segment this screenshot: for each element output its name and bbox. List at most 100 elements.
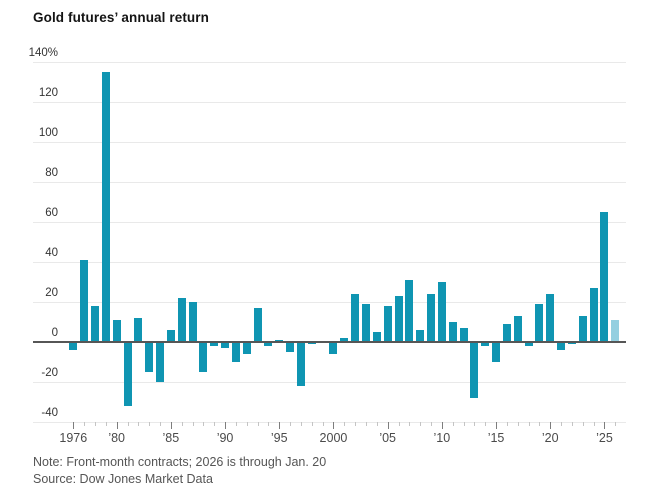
bar-2024[interactable] — [589, 287, 598, 342]
gridline-140 — [33, 61, 626, 63]
bar-1987[interactable] — [188, 301, 197, 342]
x-major-tick-1980 — [116, 422, 118, 429]
bar-1991[interactable] — [231, 341, 240, 362]
bar-1992[interactable] — [242, 341, 251, 354]
gridline--20 — [33, 381, 626, 383]
x-major-tick-2015 — [496, 422, 498, 429]
x-axis-label-2015: ’15 — [487, 431, 505, 445]
x-minor-tick-2009 — [431, 422, 433, 426]
x-major-tick-1976 — [73, 422, 75, 429]
x-minor-tick-1981 — [127, 422, 129, 426]
x-minor-tick-2004 — [376, 422, 378, 426]
x-minor-tick-2021 — [561, 422, 563, 426]
gridline-20 — [33, 301, 626, 303]
bar-2011[interactable] — [448, 321, 457, 342]
bar-1977[interactable] — [80, 259, 89, 342]
x-minor-tick-2008 — [420, 422, 422, 426]
x-axis-label-2010: ’10 — [433, 431, 451, 445]
bar-2020[interactable] — [546, 293, 555, 342]
bar-2007[interactable] — [405, 279, 414, 342]
bar-1988[interactable] — [199, 341, 208, 372]
bar-2014[interactable] — [481, 341, 490, 346]
bar-2015[interactable] — [492, 341, 501, 362]
x-axis-label-1990: ’90 — [216, 431, 234, 445]
bar-2009[interactable] — [427, 293, 436, 342]
bar-1982[interactable] — [134, 317, 143, 342]
gridline-60 — [33, 221, 626, 223]
x-major-tick-2020 — [550, 422, 552, 429]
bar-1980[interactable] — [112, 319, 121, 342]
gridline-120 — [33, 101, 626, 103]
y-axis-label-0: 0 — [51, 327, 58, 339]
zero-baseline — [33, 340, 626, 343]
bar-2006[interactable] — [394, 295, 403, 342]
x-axis-label-2000: 2000 — [319, 431, 348, 445]
bar-1993[interactable] — [253, 307, 262, 342]
bar-1984[interactable] — [156, 341, 165, 382]
bar-1990[interactable] — [221, 341, 230, 348]
chart-source: Source: Dow Jones Market Data — [33, 472, 213, 486]
bar-2018[interactable] — [524, 341, 533, 346]
bar-1981[interactable] — [123, 341, 132, 406]
x-axis-label-1980: ’80 — [108, 431, 125, 445]
x-axis-label-2020: ’20 — [541, 431, 559, 445]
bar-2023[interactable] — [578, 315, 587, 342]
x-minor-tick-1992 — [246, 422, 248, 426]
x-minor-tick-2023 — [582, 422, 584, 426]
bar-1989[interactable] — [210, 341, 219, 346]
bar-2013[interactable] — [470, 341, 479, 398]
x-minor-tick-1979 — [105, 422, 107, 426]
chart-note: Note: Front-month contracts; 2026 is thr… — [33, 455, 327, 469]
bar-1996[interactable] — [286, 341, 295, 352]
bar-1986[interactable] — [177, 297, 186, 342]
bar-2010[interactable] — [437, 281, 446, 342]
x-minor-tick-2019 — [539, 422, 541, 426]
bar-2004[interactable] — [372, 331, 381, 342]
x-minor-tick-2017 — [517, 422, 519, 426]
bar-1997[interactable] — [296, 341, 305, 386]
x-axis-label-2005: ’05 — [379, 431, 396, 445]
bar-1994[interactable] — [264, 341, 273, 346]
bar-1978[interactable] — [90, 305, 99, 342]
bar-2019[interactable] — [535, 303, 544, 342]
y-axis-label-80: 80 — [45, 167, 58, 179]
x-major-tick-2000 — [333, 422, 335, 429]
x-minor-tick-1984 — [160, 422, 162, 426]
y-axis-label-120: 120 — [38, 87, 58, 99]
bar-2016[interactable] — [502, 323, 511, 342]
bar-2025[interactable] — [600, 211, 609, 342]
x-major-tick-2025 — [604, 422, 606, 429]
bar-1983[interactable] — [145, 341, 154, 372]
y-axis-label--40: -40 — [41, 407, 58, 419]
bar-2026[interactable] — [611, 319, 620, 342]
x-minor-tick-1994 — [268, 422, 270, 426]
x-minor-tick-2013 — [474, 422, 476, 426]
bar-2000[interactable] — [329, 341, 338, 354]
y-axis-label-60: 60 — [45, 207, 58, 219]
bar-1998[interactable] — [307, 341, 316, 344]
bar-2005[interactable] — [383, 305, 392, 342]
x-minor-tick-1983 — [149, 422, 151, 426]
bar-2002[interactable] — [351, 293, 360, 342]
gridline-80 — [33, 181, 626, 183]
bar-1976[interactable] — [69, 341, 78, 350]
x-minor-tick-2003 — [365, 422, 367, 426]
bar-2012[interactable] — [459, 327, 468, 342]
bar-2021[interactable] — [557, 341, 566, 350]
x-minor-tick-2018 — [528, 422, 530, 426]
x-axis-label-1976: 1976 — [59, 431, 88, 445]
x-minor-tick-1997 — [300, 422, 302, 426]
x-axis-label-1985: ’85 — [162, 431, 180, 445]
x-minor-tick-2012 — [463, 422, 465, 426]
bar-1979[interactable] — [101, 71, 110, 342]
x-minor-tick-2016 — [506, 422, 508, 426]
bar-2017[interactable] — [513, 315, 522, 342]
bar-2001[interactable] — [340, 337, 349, 342]
bar-1985[interactable] — [166, 329, 175, 342]
x-minor-tick-1999 — [322, 422, 324, 426]
bar-2022[interactable] — [567, 341, 576, 344]
x-minor-tick-1993 — [257, 422, 259, 426]
bar-2003[interactable] — [361, 303, 370, 342]
bar-2008[interactable] — [416, 329, 425, 342]
